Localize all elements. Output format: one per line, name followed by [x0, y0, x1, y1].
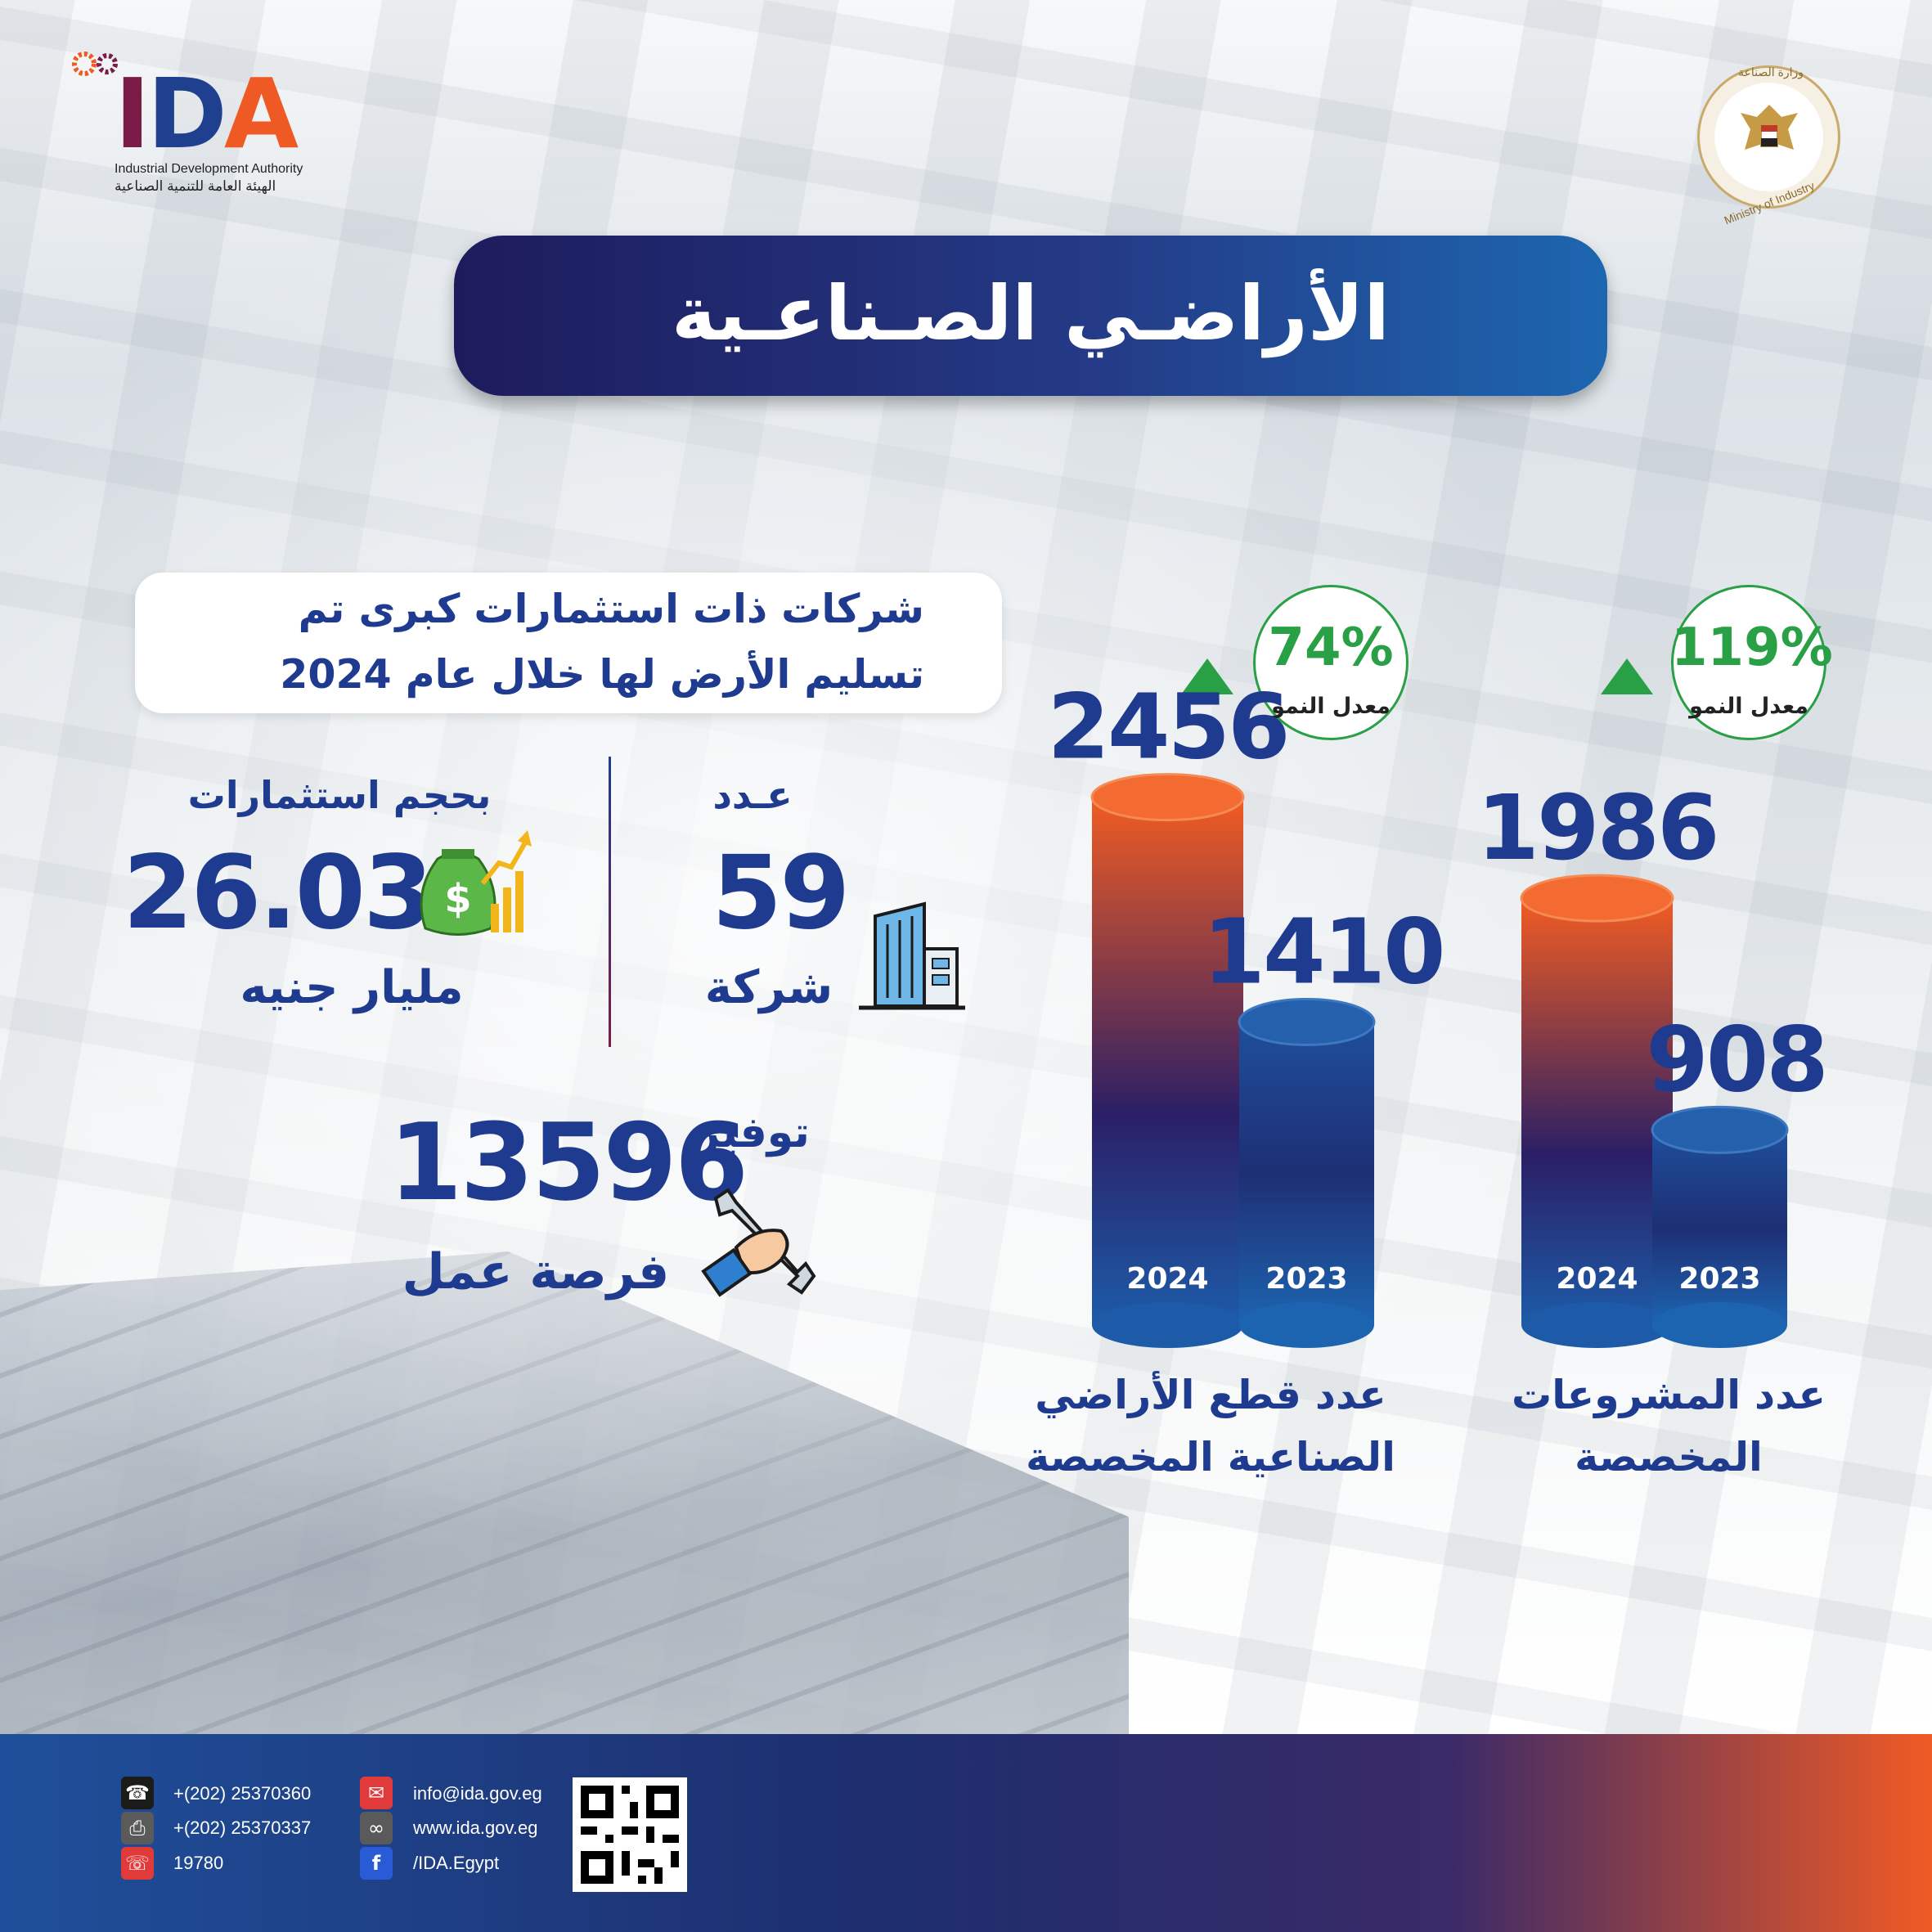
footer-hotline[interactable]: 19780	[173, 1853, 224, 1873]
projects-category-label: 2023	[1678, 1262, 1760, 1296]
lands-category-label: 2024	[1126, 1262, 1208, 1296]
companies-value: 59	[712, 834, 851, 952]
projects-growth-badge	[1671, 585, 1826, 740]
investment-label: بحجم استثمارات	[187, 773, 492, 817]
footer-website[interactable]: www.ida.gov.eg	[413, 1817, 538, 1838]
projects-caption-line-2: المخصصة	[1575, 1434, 1763, 1480]
footer	[0, 1734, 1932, 1932]
lands-bar-2023: 2023 1410	[1202, 899, 1446, 1348]
lands-caption-line-2: الصناعية المخصصة	[1026, 1434, 1395, 1480]
projects-bar-2024: 2024 1986	[1476, 775, 1720, 1348]
money-growth-icon: $	[420, 830, 532, 936]
ministry-name-ar: وزارة الصناعة	[1737, 65, 1804, 79]
subtitle-line-2: تسليم الأرض لها خلال عام 2024	[280, 651, 924, 698]
page-title: الأراضـي الصـناعـية	[672, 270, 1390, 357]
wrench-hand-icon	[701, 1188, 816, 1297]
projects-caption-line-1: عدد المشروعات	[1512, 1372, 1826, 1418]
subtitle-text: شركات ذات استثمارات كبرى تم تسليم الأرض …	[164, 577, 924, 708]
lands-growth-label: معدل النمو	[1271, 694, 1391, 719]
subtitle-line-1: شركات ذات استثمارات كبرى تم	[298, 586, 924, 632]
projects-category-label: 2024	[1556, 1262, 1638, 1296]
lands-bar-2024: 2024 2456	[1047, 675, 1291, 1348]
ida-wordmark: IDA	[115, 57, 299, 170]
qr-code[interactable]	[573, 1777, 687, 1892]
lands-value-label: 1410	[1202, 899, 1443, 1004]
projects-growth-value: 119%	[1671, 618, 1833, 678]
jobs-unit: فرصة عمل	[402, 1243, 670, 1301]
org-name-ar: الهيئة العامة للتنمية الصناعية	[115, 178, 276, 194]
investment-unit: مليار جنيه	[240, 961, 464, 1014]
gears-icon	[72, 52, 118, 76]
companies-unit: شركة	[704, 961, 833, 1014]
lands-chart-caption: عدد قطع الأراضي الصناعية المخصصة	[990, 1364, 1431, 1489]
ministry-seal	[1697, 65, 1840, 209]
subtitle-box	[135, 573, 1002, 713]
jobs-value: 13596	[389, 1100, 748, 1224]
footer-fax[interactable]: +(202) 25370337	[173, 1817, 312, 1838]
email-icon: ✉	[360, 1777, 393, 1809]
projects-value-label: 1986	[1476, 775, 1717, 880]
org-name-en: Industrial Development Authority	[115, 162, 303, 176]
lands-category-label: 2023	[1265, 1262, 1347, 1296]
projects-bar-2023: 2023 908	[1646, 1007, 1829, 1348]
stats-divider	[609, 757, 611, 1047]
svg-text:$: $	[444, 876, 471, 922]
projects-chart-caption: عدد المشروعات المخصصة	[1472, 1364, 1865, 1489]
phone-icon: ☎	[121, 1777, 154, 1809]
growth-arrow-up-icon	[1601, 658, 1653, 694]
footer-facebook[interactable]: /IDA.Egypt	[413, 1853, 500, 1873]
companies-label: عـدد	[712, 773, 793, 817]
lands-growth-badge	[1253, 585, 1409, 740]
building-icon	[859, 901, 965, 1010]
eagle-emblem-icon	[1741, 105, 1798, 150]
lands-caption-line-1: عدد قطع الأراضي	[1035, 1372, 1386, 1418]
projects-growth-label: معدل النمو	[1689, 694, 1808, 719]
jobs-label: توفير	[695, 1108, 810, 1157]
lands-growth-value: 74%	[1268, 618, 1394, 678]
qr-code-icon	[581, 1786, 679, 1884]
lands-value-label: 2456	[1047, 675, 1287, 780]
title-banner	[454, 236, 1607, 396]
headset-icon: ☏	[121, 1847, 154, 1880]
ida-logo	[72, 52, 335, 172]
footer-phone[interactable]: +(202) 25370360	[173, 1783, 312, 1804]
investment-value: 26.03	[123, 834, 434, 952]
facebook-icon: f	[360, 1847, 393, 1880]
growth-arrow-up-icon	[1181, 658, 1233, 694]
fax-icon: ⎙	[121, 1812, 154, 1844]
footer-email[interactable]: info@ida.gov.eg	[413, 1783, 542, 1804]
link-icon: ∞	[360, 1812, 393, 1844]
projects-value-label: 908	[1646, 1007, 1826, 1112]
